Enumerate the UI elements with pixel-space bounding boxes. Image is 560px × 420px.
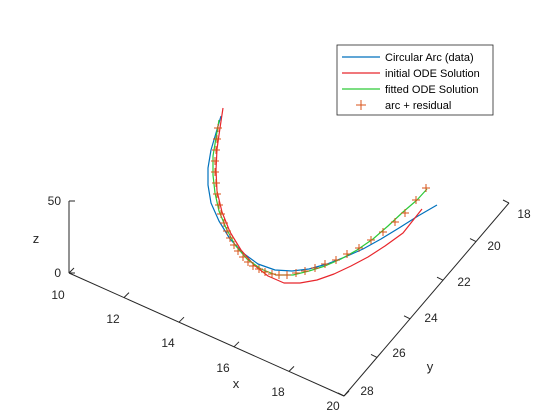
y-tick-label: 22 (457, 275, 471, 289)
tick-marks (68, 199, 510, 397)
y-tick-labels: 28 26 24 22 20 18 (360, 207, 531, 398)
data-point-marker (283, 271, 291, 279)
data-point-marker (401, 209, 409, 217)
z-tick-labels: 50 0 (48, 194, 62, 280)
tick-mark (502, 199, 510, 204)
data-point-marker (230, 241, 238, 249)
data-point-marker (212, 146, 220, 154)
data-point-marker (211, 157, 219, 165)
data-point-marker (391, 218, 399, 226)
tick-mark (68, 267, 75, 274)
legend-label: Circular Arc (data) (385, 52, 474, 64)
data-point-marker (343, 250, 351, 258)
data-point-marker (332, 256, 340, 264)
x-axis-label: x (233, 376, 240, 391)
y-tick-label: 28 (360, 384, 374, 398)
z-tick-label: 0 (54, 266, 61, 280)
legend-entry: initial ODE Solution (342, 68, 480, 80)
series-line-1 (215, 107, 423, 284)
data-point-marker (220, 219, 228, 227)
x-tick-label: 20 (326, 399, 340, 413)
data-point-marker (213, 135, 221, 143)
data-point-marker (214, 124, 222, 132)
series-layer (207, 107, 438, 284)
legend: Circular Arc (data) initial ODE Solution… (336, 44, 494, 116)
tick-mark (233, 341, 240, 348)
data-point-marker (379, 228, 387, 236)
data-point-marker (311, 264, 319, 272)
y-tick-label: 18 (517, 207, 531, 221)
data-point-marker (412, 196, 420, 204)
data-point-marker (211, 168, 219, 176)
data-point-marker (422, 184, 430, 192)
series-line-0 (207, 115, 438, 272)
data-point-marker (244, 258, 252, 266)
data-point-marker (367, 236, 375, 244)
legend-entry: Circular Arc (data) (342, 52, 474, 64)
data-point-marker (355, 244, 363, 252)
x-tick-label: 14 (161, 336, 175, 350)
data-point-marker (261, 268, 269, 276)
tick-mark (436, 276, 444, 281)
data-point-marker (239, 253, 247, 261)
data-point-marker (255, 265, 263, 273)
tick-mark (288, 366, 295, 372)
data-point-marker (213, 190, 221, 198)
y-axis-line (343, 202, 510, 397)
legend-swatch-marker (356, 100, 366, 110)
data-point-marker (223, 227, 231, 235)
x-tick-label: 16 (216, 361, 230, 375)
data-point-marker (234, 247, 242, 255)
tick-mark (343, 390, 350, 397)
legend-entry: arc + residual (356, 100, 451, 112)
x-tick-labels: 10 12 14 16 18 20 (51, 288, 340, 413)
data-point-marker (249, 262, 257, 270)
y-axis-label: y (427, 359, 434, 374)
tick-mark (469, 238, 477, 243)
data-point-marker (301, 267, 309, 275)
x-tick-label: 18 (271, 385, 285, 399)
x-tick-label: 12 (106, 312, 120, 326)
legend-label: initial ODE Solution (385, 68, 480, 80)
data-point-marker (212, 179, 220, 187)
data-point-marker (268, 270, 276, 278)
data-point-marker (321, 260, 329, 268)
y-tick-label: 20 (487, 239, 501, 253)
axes (68, 201, 510, 397)
legend-label: fitted ODE Solution (385, 84, 479, 96)
data-point-marker (217, 210, 225, 218)
x-tick-label: 10 (51, 288, 65, 302)
z-tick-label: 50 (48, 194, 62, 208)
tick-mark (370, 353, 378, 358)
x-axis-line (68, 272, 345, 397)
legend-label: arc + residual (385, 100, 451, 112)
data-point-marker (226, 234, 234, 242)
data-point-marker (215, 201, 223, 209)
tick-mark (337, 392, 345, 397)
data-point-marker (275, 271, 283, 279)
tick-mark (403, 315, 411, 320)
legend-entry: fitted ODE Solution (342, 84, 479, 96)
z-axis-label: z (33, 231, 40, 246)
tick-mark (178, 316, 185, 323)
y-tick-label: 24 (424, 311, 438, 325)
tick-mark (123, 292, 130, 298)
y-tick-label: 26 (392, 346, 406, 360)
data-point-marker (292, 269, 300, 277)
